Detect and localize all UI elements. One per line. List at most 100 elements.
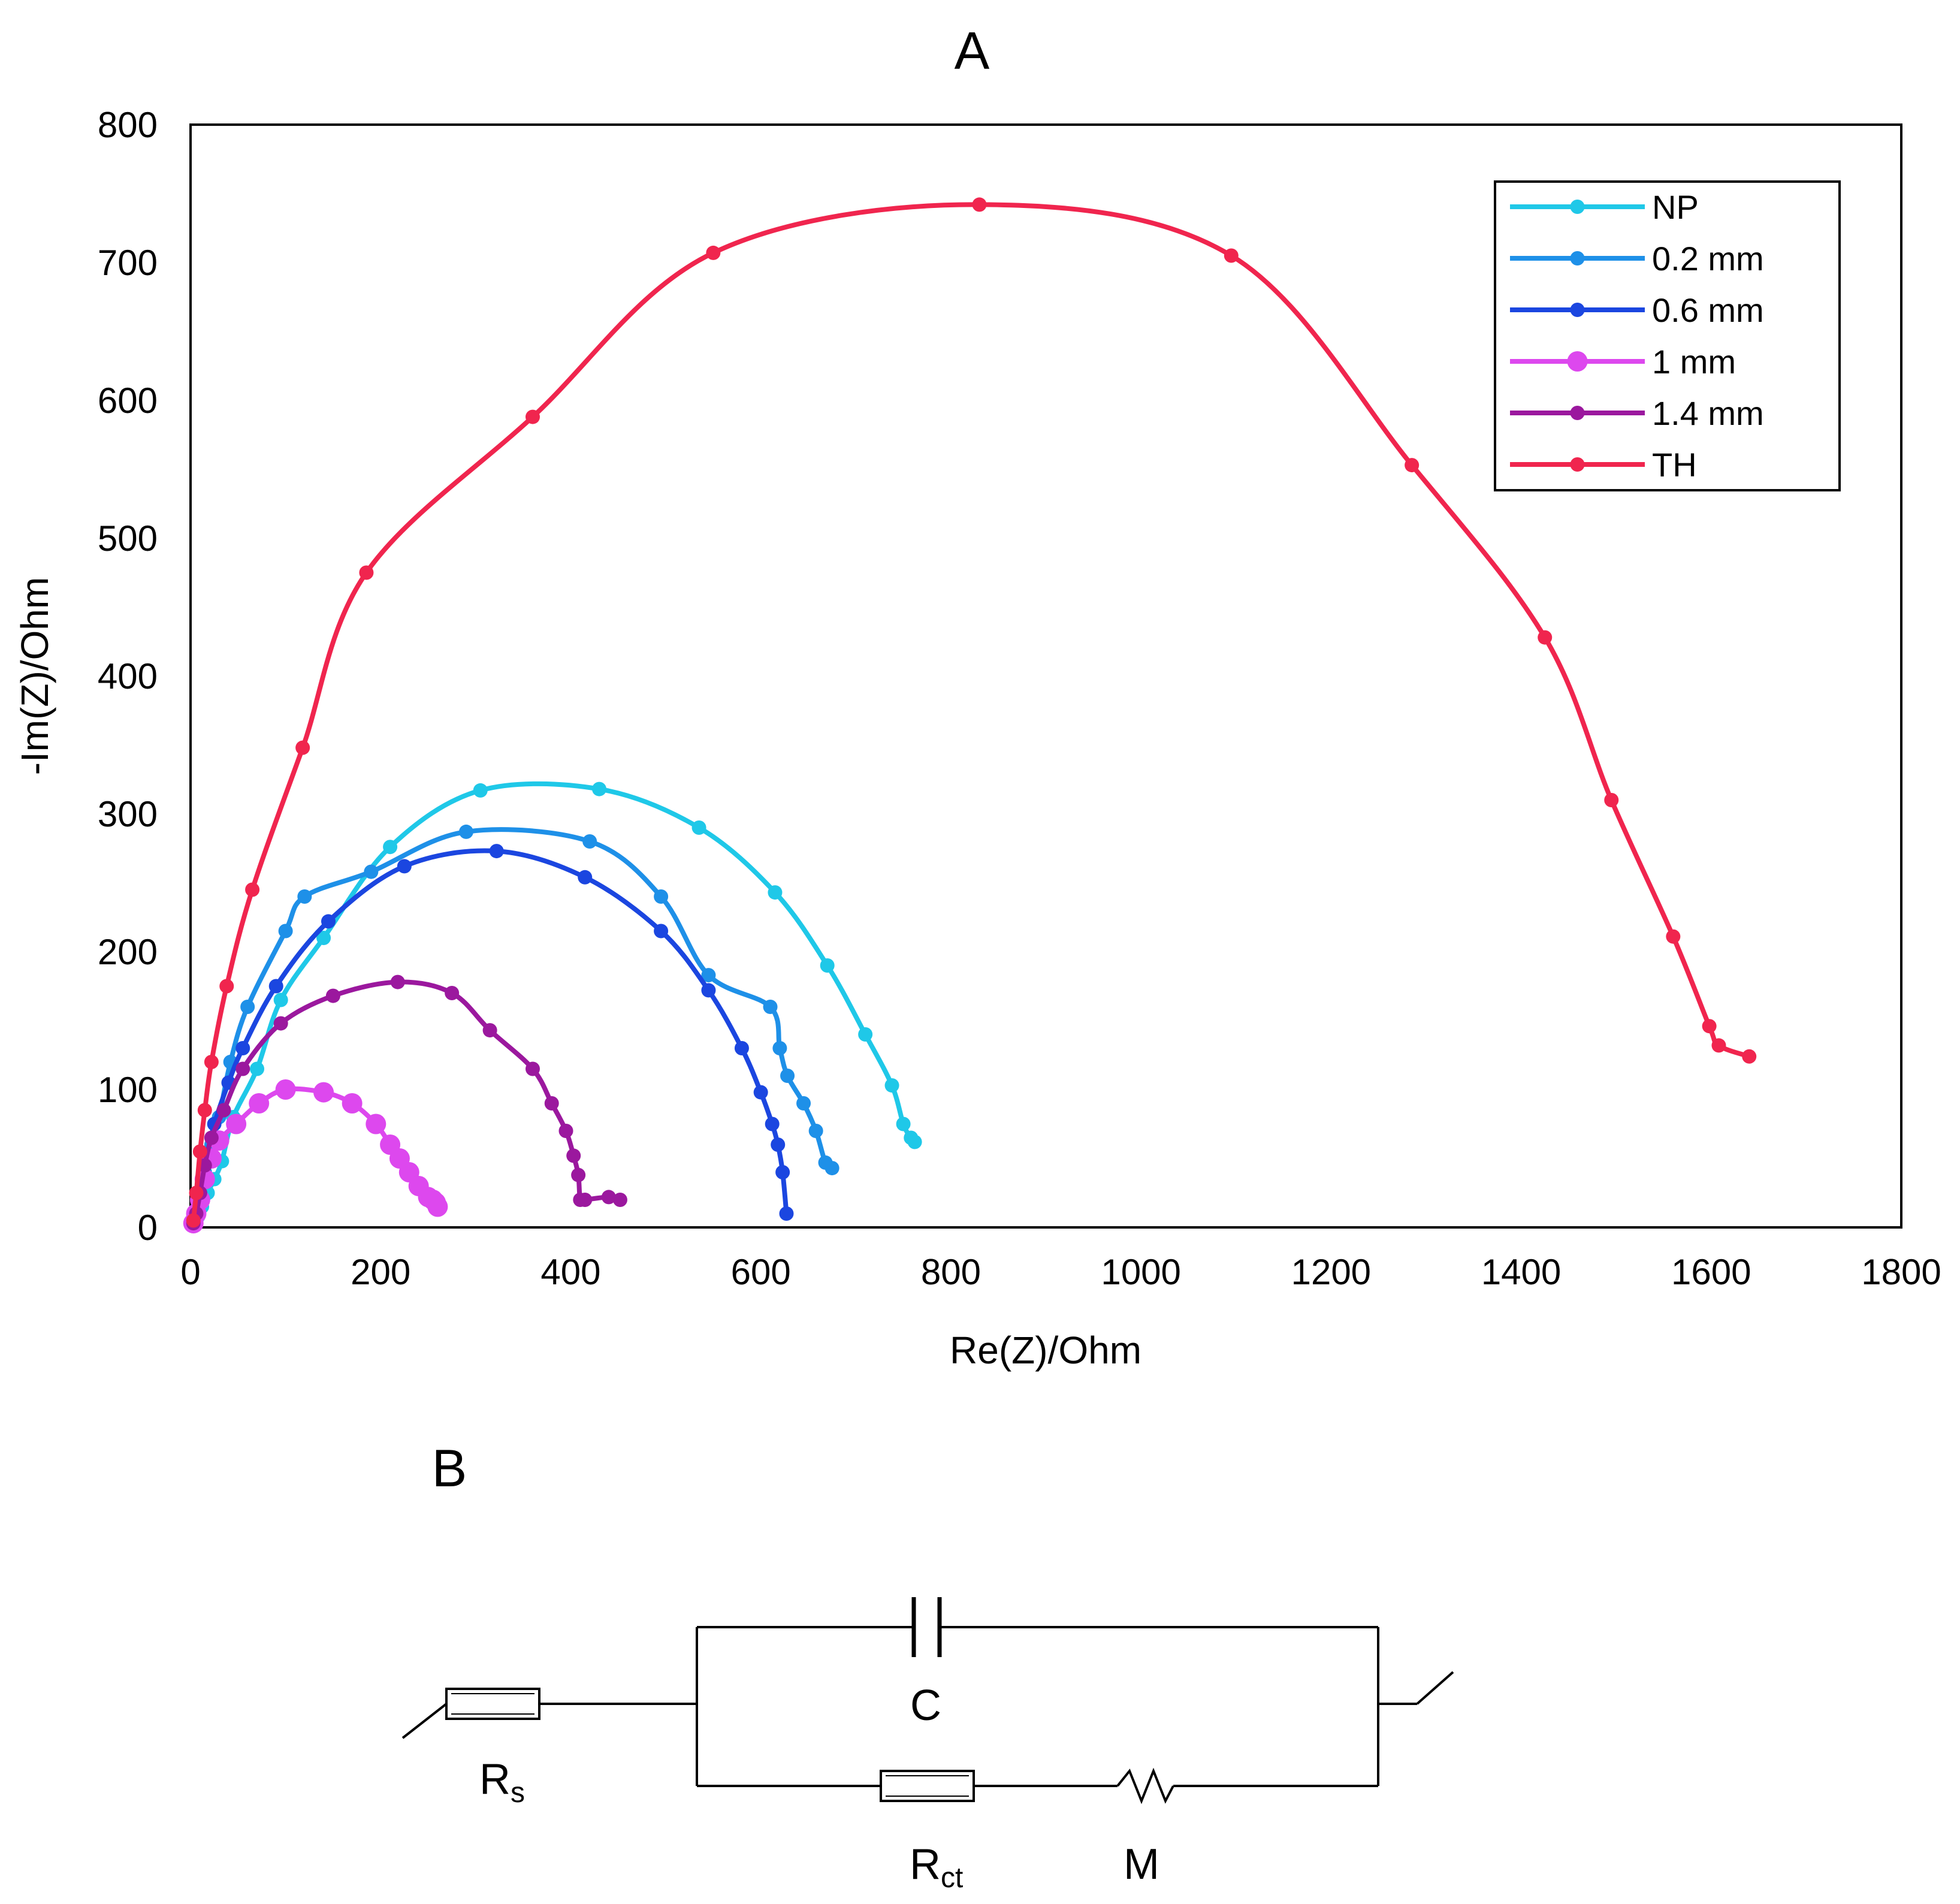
data-point-0-6-mm <box>771 1137 786 1152</box>
data-point-0-2-mm <box>582 834 597 849</box>
data-point-1-4-mm <box>558 1124 573 1138</box>
y-tick-label: 200 <box>98 932 158 972</box>
data-point-th <box>526 409 540 424</box>
legend-label: 1.4 mm <box>1652 394 1764 432</box>
chart-title: A <box>955 21 990 80</box>
legend-marker <box>1570 457 1585 472</box>
data-point-th <box>197 1103 212 1118</box>
y-tick-label: 300 <box>98 794 158 834</box>
data-point-th <box>192 1144 207 1159</box>
legend-label: 0.2 mm <box>1652 240 1764 277</box>
data-point-np <box>768 885 783 900</box>
data-point-0-6-mm <box>268 979 283 994</box>
legend-box <box>1494 180 1841 491</box>
data-point-np <box>896 1117 911 1131</box>
plot-area-frame <box>189 123 1902 1229</box>
x-axis-title: Re(Z)/Ohm <box>950 1329 1141 1372</box>
data-point-0-6-mm <box>775 1165 790 1179</box>
y-tick-label: 600 <box>98 381 158 421</box>
legend-entry-0-2-mm: 0.2 mm <box>1510 240 1764 277</box>
data-point-1-4-mm <box>390 974 405 989</box>
y-tick-label: 800 <box>98 105 158 145</box>
legend-marker <box>1570 406 1585 420</box>
y-axis-ticks: 0 100 200 300 400 500 600 700 800 <box>98 105 158 1248</box>
data-point-1-4-mm <box>526 1061 540 1076</box>
data-point-np <box>820 958 835 973</box>
data-point-np <box>316 931 331 945</box>
label-rct: Rct <box>910 1840 963 1894</box>
data-point-th <box>1666 929 1681 944</box>
label-c: C <box>910 1682 941 1730</box>
data-point-np <box>691 820 706 835</box>
data-point-1-4-mm <box>204 1130 219 1145</box>
series-np <box>186 781 922 1231</box>
x-tick-label: 800 <box>921 1252 981 1292</box>
y-tick-label: 700 <box>98 243 158 283</box>
data-point-1-4-mm <box>566 1148 581 1163</box>
data-point-0-2-mm <box>701 968 716 983</box>
data-point-0-6-mm <box>489 844 504 859</box>
data-point-1-4-mm <box>235 1061 250 1076</box>
legend-label: 1 mm <box>1652 343 1736 381</box>
data-point-0-2-mm <box>278 924 293 939</box>
data-point-1-mm <box>366 1114 386 1134</box>
y-tick-label: 0 <box>138 1208 158 1248</box>
data-point-0-6-mm <box>654 924 669 939</box>
data-point-0-6-mm <box>701 983 716 998</box>
label-m: M <box>1124 1840 1159 1888</box>
legend-label: NP <box>1652 188 1699 226</box>
x-tick-label: 400 <box>540 1252 600 1292</box>
legend: NP 0.2 mm 0.6 mm 1 mm 1.4 mm TH <box>1494 180 1841 491</box>
series-th <box>186 197 1757 1228</box>
data-point-0-2-mm <box>654 889 669 904</box>
data-point-np <box>473 783 488 798</box>
data-point-1-mm <box>427 1196 448 1217</box>
data-point-np <box>907 1134 922 1149</box>
x-axis-ticks: 0 200 400 600 800 1000 1200 1400 1600 1800 <box>180 1252 1941 1292</box>
data-point-np <box>592 781 607 796</box>
data-point-th <box>1711 1038 1726 1053</box>
data-point-1-4-mm <box>325 988 340 1003</box>
data-point-0-2-mm <box>808 1124 823 1138</box>
data-point-1-4-mm <box>601 1190 616 1205</box>
data-point-0-6-mm <box>753 1085 768 1100</box>
legend-entry-th: TH <box>1510 446 1697 484</box>
data-point-0-2-mm <box>796 1096 811 1111</box>
data-point-0-2-mm <box>772 1041 787 1055</box>
data-point-th <box>204 1055 219 1069</box>
legend-label: 0.6 mm <box>1652 291 1764 329</box>
y-tick-label: 500 <box>98 518 158 559</box>
data-point-th <box>295 740 310 755</box>
data-point-1-mm <box>342 1093 363 1114</box>
data-point-0-6-mm <box>578 870 593 885</box>
data-point-th <box>186 1213 201 1228</box>
data-point-th <box>1604 793 1619 807</box>
data-point-1-4-mm <box>578 1193 593 1207</box>
x-tick-label: 0 <box>180 1252 200 1292</box>
data-point-1-4-mm <box>445 986 460 1000</box>
data-point-th <box>359 565 374 580</box>
equivalent-circuit <box>401 1597 1454 1805</box>
data-point-0-6-mm <box>235 1041 250 1055</box>
data-point-th <box>1742 1049 1757 1064</box>
data-point-np <box>858 1027 873 1042</box>
data-point-th <box>1538 630 1553 645</box>
legend-marker <box>1567 351 1588 372</box>
data-point-1-mm <box>313 1082 334 1103</box>
data-point-0-2-mm <box>458 824 473 839</box>
x-tick-label: 1400 <box>1481 1252 1561 1292</box>
data-point-0-2-mm <box>825 1161 839 1176</box>
data-point-th <box>219 979 234 994</box>
data-point-1-4-mm <box>482 1023 497 1038</box>
lead-left <box>401 1703 448 1739</box>
data-point-1-mm <box>249 1093 270 1114</box>
legend-label: TH <box>1652 446 1697 484</box>
data-point-0-6-mm <box>321 914 336 929</box>
warburg-element-m <box>1116 1767 1174 1805</box>
data-point-0-2-mm <box>763 1000 778 1014</box>
data-point-np <box>250 1061 265 1076</box>
y-axis-title: -Im(Z)/Ohm <box>13 577 56 776</box>
legend-marker <box>1570 251 1585 265</box>
data-point-0-6-mm <box>397 859 412 874</box>
